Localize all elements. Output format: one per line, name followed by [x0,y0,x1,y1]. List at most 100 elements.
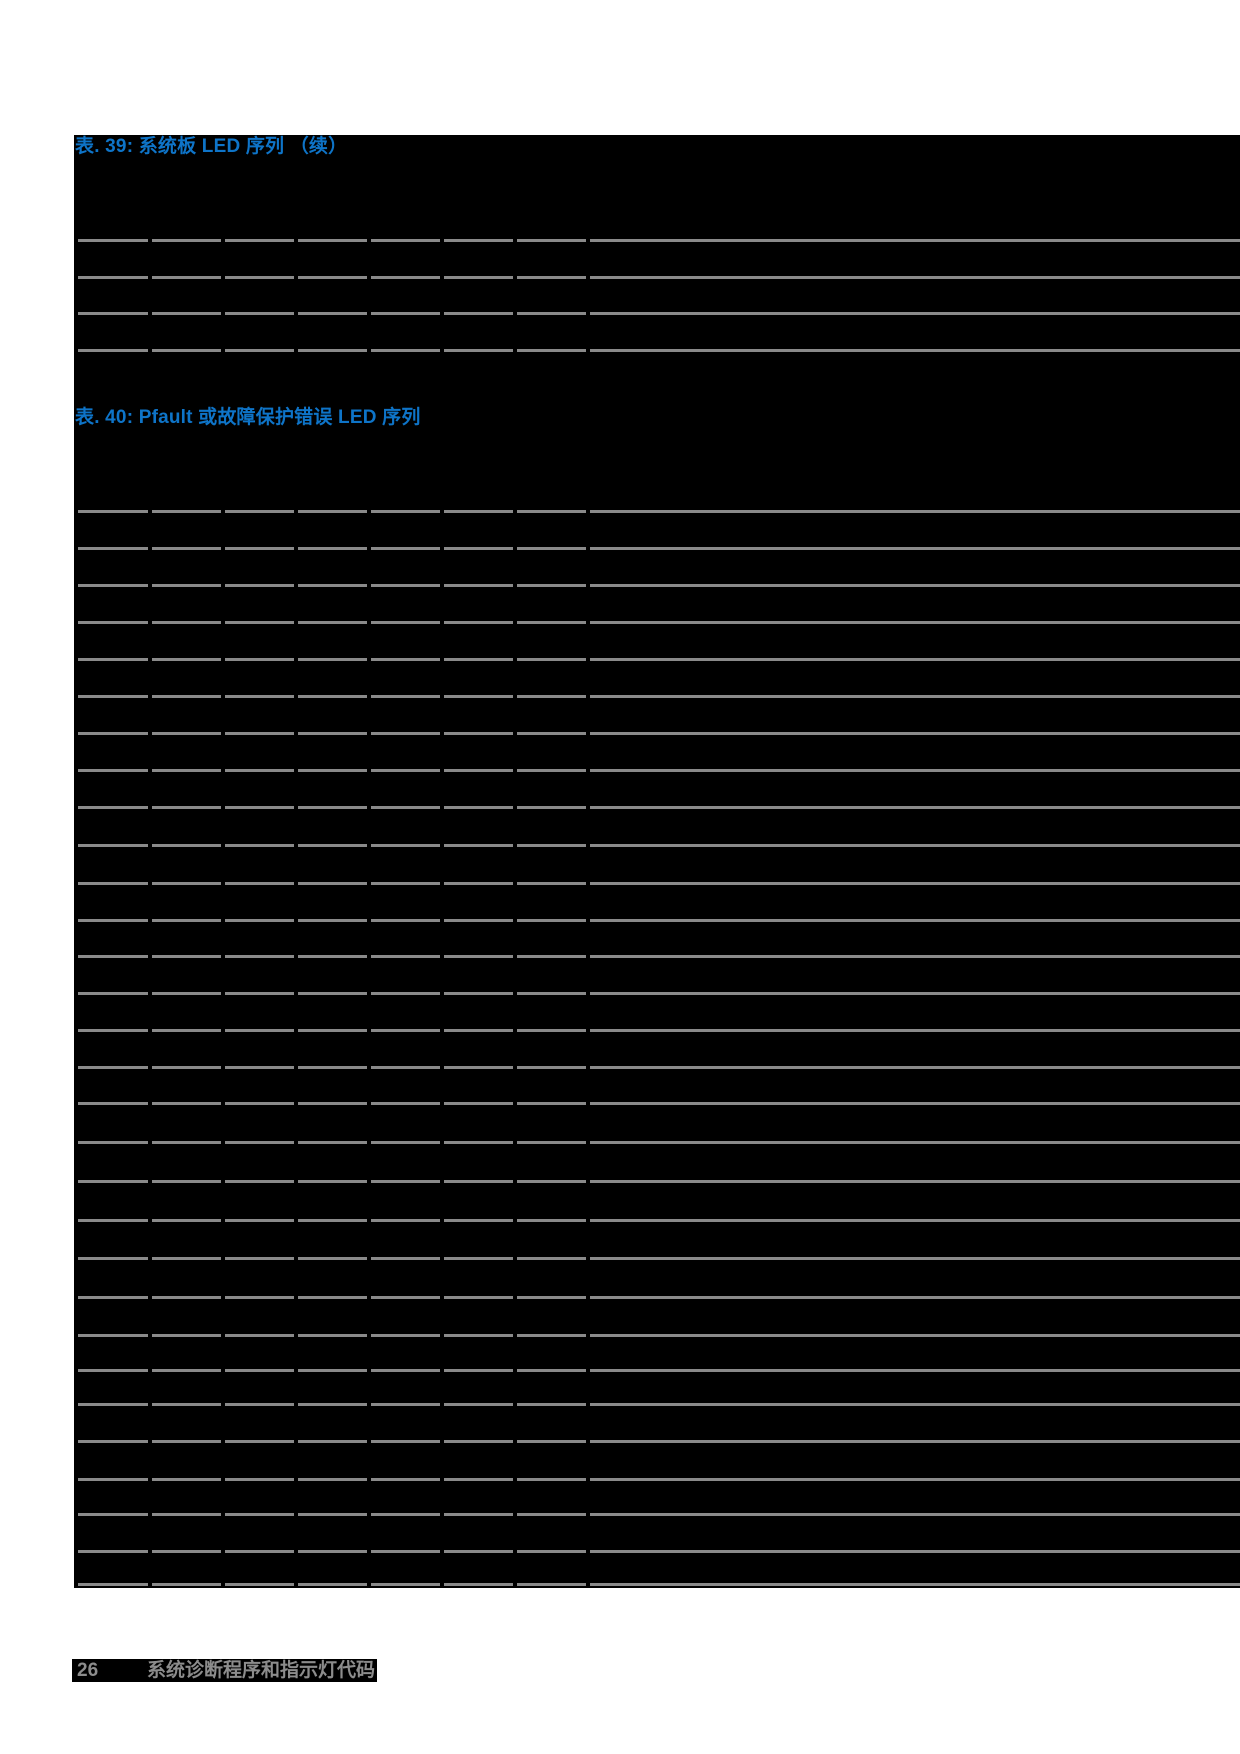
column-border-tick [367,1402,371,1407]
table-row-line [78,1582,1240,1587]
column-border-tick [148,843,152,848]
column-border-tick [586,1549,590,1554]
column-border-tick [148,311,152,316]
column-border-tick [440,1295,444,1300]
column-border-tick [440,583,444,588]
column-border-tick [294,1140,298,1145]
column-border-tick [148,694,152,699]
column-border-tick [294,1549,298,1554]
column-border-tick [148,1477,152,1482]
column-border-tick [221,1477,225,1482]
column-border-tick [367,1295,371,1300]
column-border-tick [440,1065,444,1070]
column-border-tick [586,1368,590,1373]
column-border-tick [294,546,298,551]
column-border-tick [586,238,590,243]
column-border-tick [440,348,444,353]
column-border-tick [367,348,371,353]
column-border-tick [294,620,298,625]
column-border-tick [294,694,298,699]
column-border-tick [294,1218,298,1223]
column-border-tick [513,843,517,848]
column-border-tick [586,620,590,625]
column-border-tick [221,1256,225,1261]
column-border-tick [586,1333,590,1338]
column-border-tick [586,991,590,996]
column-border-tick [513,1179,517,1184]
column-border-tick [367,918,371,923]
table-row-line [78,1402,1240,1407]
column-border-tick [513,1582,517,1587]
column-border-tick [221,1582,225,1587]
column-border-tick [294,768,298,773]
column-border-tick [294,348,298,353]
column-border-tick [440,1028,444,1033]
column-border-tick [513,1295,517,1300]
column-border-tick [221,768,225,773]
column-border-tick [367,509,371,514]
column-border-tick [221,311,225,316]
column-border-tick [221,694,225,699]
column-border-tick [294,509,298,514]
column-border-tick [294,881,298,886]
column-border-tick [513,805,517,810]
column-border-tick [148,275,152,280]
column-border-tick [513,1333,517,1338]
column-border-tick [148,1512,152,1517]
column-border-tick [221,1028,225,1033]
column-border-tick [367,620,371,625]
column-border-tick [586,275,590,280]
column-border-tick [367,1333,371,1338]
column-border-tick [513,275,517,280]
table-row-line [78,311,1240,316]
column-border-tick [294,843,298,848]
column-border-tick [221,348,225,353]
column-border-tick [513,620,517,625]
column-border-tick [586,509,590,514]
column-border-tick [513,1477,517,1482]
column-border-tick [513,1140,517,1145]
column-border-tick [586,731,590,736]
table-row-line [78,1368,1240,1373]
column-border-tick [586,881,590,886]
column-border-tick [221,805,225,810]
column-border-tick [440,881,444,886]
table-row-line [78,918,1240,923]
column-border-tick [367,1140,371,1145]
table-row-line [78,620,1240,625]
table-row-line [78,348,1240,353]
table-row-line [78,546,1240,551]
column-border-tick [513,918,517,923]
table-row-line [78,768,1240,773]
column-border-tick [367,1439,371,1444]
column-border-tick [148,1368,152,1373]
column-border-tick [440,1582,444,1587]
column-border-tick [148,1218,152,1223]
column-border-tick [148,768,152,773]
column-border-tick [586,1512,590,1517]
column-border-tick [367,1368,371,1373]
column-border-tick [294,1368,298,1373]
column-border-tick [148,1179,152,1184]
column-border-tick [440,1101,444,1106]
column-border-tick [586,1582,590,1587]
column-border-tick [586,694,590,699]
column-border-tick [513,694,517,699]
table-row-line [78,657,1240,662]
column-border-tick [513,768,517,773]
column-border-tick [294,657,298,662]
column-border-tick [294,1065,298,1070]
column-border-tick [221,1101,225,1106]
column-border-tick [148,1582,152,1587]
column-border-tick [440,1512,444,1517]
table-row-line [78,1140,1240,1145]
column-border-tick [294,1101,298,1106]
column-border-tick [294,275,298,280]
column-border-tick [221,657,225,662]
column-border-tick [367,768,371,773]
column-border-tick [367,657,371,662]
column-border-tick [221,1439,225,1444]
column-border-tick [586,311,590,316]
footer-section-title: 系统诊断程序和指示灯代码 [147,1660,376,1681]
column-border-tick [367,1549,371,1554]
